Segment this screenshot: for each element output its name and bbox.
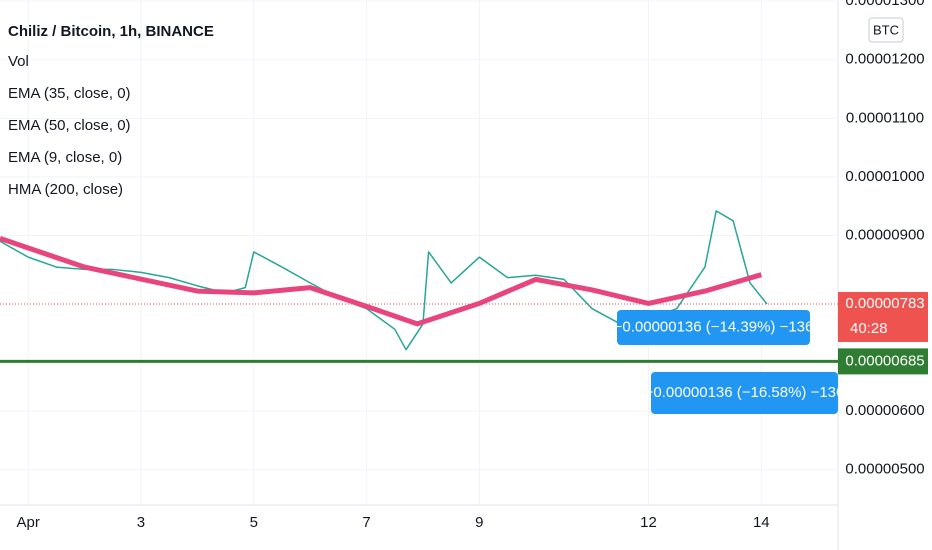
y-tick-label: 0.00000900: [845, 226, 924, 243]
hline-label-box: [838, 348, 928, 375]
currency: BTC: [873, 22, 899, 37]
measure-label: −0.00000136 (−14.39%) −136: [614, 318, 814, 335]
y-tick-label: 0.00001100: [846, 109, 924, 126]
currency-box[interactable]: [868, 17, 904, 43]
x-tick-label: 7: [362, 514, 370, 531]
legend-entry: EMA (50, close, 0): [8, 117, 131, 134]
y-tick-label: 0.00000500: [845, 461, 924, 478]
y-tick-label: 0.00001300: [845, 0, 924, 9]
legend-entry: Vol: [8, 53, 29, 70]
legend-entry: EMA (35, close, 0): [8, 85, 131, 102]
measure-label: −0.00000136 (−16.58%) −136: [645, 384, 845, 401]
x-tick-label: Apr: [17, 514, 40, 531]
hline-label: 0.00000685: [845, 352, 924, 369]
x-tick-label: 9: [475, 514, 483, 531]
series-line: [0, 236, 763, 327]
chart-title: Chiliz / Bitcoin, 1h, BINANCE: [8, 23, 214, 40]
last-price-label: 0.00000783: [845, 295, 924, 312]
measure-box: [651, 372, 838, 414]
x-tick-label: 3: [137, 514, 145, 531]
legend-entry: EMA (9, close, 0): [8, 149, 122, 166]
x-tick-label: 14: [753, 514, 770, 531]
last-price-box: [838, 291, 928, 342]
y-tick-label: 0.00001000: [845, 168, 924, 185]
y-tick-label: 0.00001200: [845, 51, 924, 68]
x-tick-label: 12: [640, 514, 657, 531]
countdown: 40:28: [850, 320, 888, 337]
x-tick-label: 5: [250, 514, 258, 531]
y-tick-label: 0.00000600: [845, 402, 924, 419]
legend-entry: HMA (200, close): [8, 181, 123, 198]
measure-box: [617, 310, 810, 345]
